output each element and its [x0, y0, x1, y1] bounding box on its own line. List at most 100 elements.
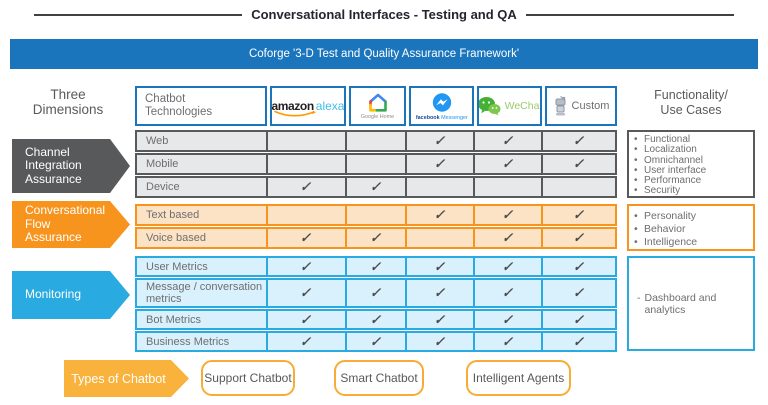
check-cell: ✓ — [407, 206, 475, 224]
check-cell: ✓ — [407, 132, 475, 150]
row-label: Web — [137, 132, 268, 150]
check-cell: ✓ — [543, 229, 615, 247]
dimension-arrow-label: Channel Integration Assurance — [25, 144, 82, 186]
check-cell: ✓ — [347, 229, 407, 247]
use-case-item: Personality — [633, 210, 749, 223]
matrix-header-row: Chatbot Technologies amazon alexa — [135, 86, 617, 126]
chip-support-chatbot: Support Chatbot — [201, 360, 295, 396]
matrix-corner-cell: Chatbot Technologies — [135, 86, 267, 126]
check-cell: ✓ — [407, 311, 475, 328]
matrix-section-channel: Web ✓ ✓ ✓ Mobile ✓ ✓ ✓ Device ✓ ✓ — [135, 130, 617, 198]
check-cell: ✓ — [475, 311, 543, 328]
custom-label: Custom — [571, 100, 610, 112]
row-label: Voice based — [137, 229, 268, 247]
matrix-section-monitoring: User Metrics ✓ ✓ ✓ ✓ ✓ Message / convers… — [135, 256, 617, 352]
custom-bot-icon — [555, 96, 566, 116]
platform-custom: Custom — [545, 86, 617, 126]
use-case-item: Localization — [633, 144, 749, 155]
dimension-arrow-label: Conversational Flow Assurance — [25, 203, 106, 245]
row-label: Text based — [137, 206, 268, 224]
use-case-item: User interface — [633, 165, 749, 176]
table-row-message-metrics: Message / conversation metrics ✓ ✓ ✓ ✓ ✓ — [135, 278, 617, 308]
check-cell: ✓ — [543, 258, 615, 275]
check-cell — [407, 229, 475, 247]
check-cell: ✓ — [407, 333, 475, 350]
amazon-alexa-logo: amazon alexa — [271, 99, 345, 117]
row-label: User Metrics — [137, 258, 268, 275]
table-row-web: Web ✓ ✓ ✓ — [135, 130, 617, 152]
use-case-item: Security — [633, 186, 749, 197]
slide-title-row: Conversational Interfaces - Testing and … — [0, 7, 768, 22]
check-cell: ✓ — [475, 280, 543, 306]
title-rule-right — [525, 13, 734, 16]
check-cell: ✓ — [268, 178, 347, 196]
dimension-arrow-label: Monitoring — [25, 287, 82, 302]
check-cell: ✓ — [347, 280, 407, 306]
platform-amazon-alexa: amazon alexa — [270, 86, 346, 126]
messenger-icon — [432, 92, 451, 112]
chip-label: Support Chatbot — [204, 371, 292, 385]
check-cell: ✓ — [407, 258, 475, 275]
amazon-smile-icon — [273, 110, 316, 117]
check-cell: ✓ — [268, 333, 347, 350]
check-cell — [268, 155, 347, 173]
row-label: Mobile — [137, 155, 268, 173]
chip-smart-chatbot: Smart Chatbot — [334, 360, 424, 396]
check-cell: ✓ — [268, 311, 347, 328]
three-dimensions-heading: Three Dimensions — [32, 87, 104, 117]
platform-facebook-messenger: facebook Messenger — [409, 86, 474, 126]
check-cell: ✓ — [268, 258, 347, 275]
matrix-section-flow: Text based ✓ ✓ ✓ Voice based ✓ ✓ ✓ ✓ — [135, 204, 617, 249]
row-label: Device — [137, 178, 268, 196]
messenger-wordmark: Messenger — [440, 114, 468, 121]
check-cell: ✓ — [475, 229, 543, 247]
use-cases-box-channel: Functional Localization Omnichannel User… — [627, 130, 755, 198]
use-case-item: Performance — [633, 175, 749, 186]
check-cell: ✓ — [475, 132, 543, 150]
types-of-chatbot-label: Types of Chatbot — [71, 371, 166, 386]
check-cell: ✓ — [268, 280, 347, 306]
messenger-caption: facebook Messenger — [416, 115, 468, 120]
chip-intelligent-agents: Intelligent Agents — [466, 360, 571, 396]
check-cell: ✓ — [347, 333, 407, 350]
amazon-wordmark: amazon — [271, 99, 314, 113]
use-case-item: Functional — [633, 134, 749, 145]
check-cell: ✓ — [543, 311, 615, 328]
check-cell — [347, 206, 407, 224]
wechat-icon — [479, 97, 501, 116]
check-cell: ✓ — [543, 333, 615, 350]
use-cases-box-flow: Personality Behavior Intelligence — [627, 204, 755, 251]
check-cell: ✓ — [475, 333, 543, 350]
framework-banner-text: Coforge '3-D Test and Quality Assurance … — [248, 48, 520, 60]
check-cell: ✓ — [475, 258, 543, 275]
alexa-wordmark: alexa — [315, 99, 345, 113]
google-home-caption: Google Home — [360, 114, 395, 120]
table-row-device: Device ✓ ✓ — [135, 176, 617, 198]
use-case-item: Intelligence — [633, 236, 749, 249]
title-rule-left — [34, 13, 243, 16]
chip-label: Intelligent Agents — [472, 371, 565, 385]
chip-label: Smart Chatbot — [340, 371, 418, 385]
check-cell — [475, 178, 543, 196]
dimension-arrow-monitoring: Monitoring — [12, 271, 130, 319]
platform-wechat: WeChat — [477, 86, 542, 126]
framework-banner: Coforge '3-D Test and Quality Assurance … — [10, 39, 758, 69]
check-cell — [268, 206, 347, 224]
check-cell — [543, 178, 615, 196]
row-label: Bot Metrics — [137, 311, 268, 328]
check-cell: ✓ — [475, 155, 543, 173]
use-case-item: Behavior — [633, 223, 749, 236]
check-cell — [347, 132, 407, 150]
use-case-item: Dashboard and analytics — [644, 291, 717, 316]
check-cell: ✓ — [347, 178, 407, 196]
check-cell: ✓ — [347, 311, 407, 328]
table-row-voice-based: Voice based ✓ ✓ ✓ ✓ — [135, 227, 617, 249]
check-cell — [268, 132, 347, 150]
matrix-corner-label: Chatbot Technologies — [145, 93, 213, 118]
table-row-business-metrics: Business Metrics ✓ ✓ ✓ ✓ ✓ — [135, 331, 617, 352]
functionality-heading: Functionality/ Use Cases — [627, 88, 755, 118]
facebook-wordmark: facebook — [415, 114, 440, 121]
check-cell: ✓ — [407, 280, 475, 306]
check-cell: ✓ — [347, 258, 407, 275]
